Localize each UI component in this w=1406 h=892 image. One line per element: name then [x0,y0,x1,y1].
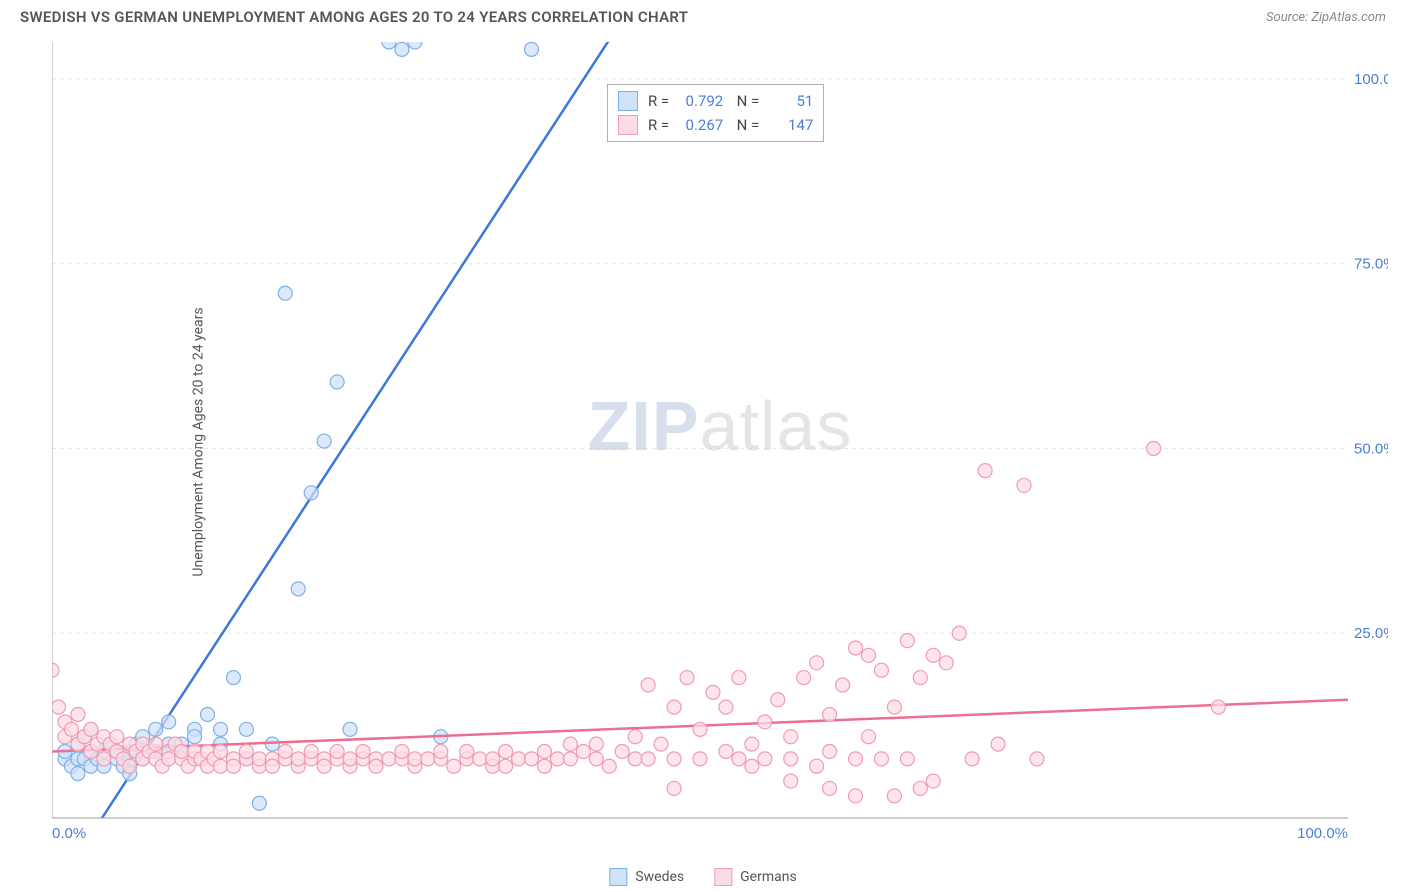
legend-label: Swedes [635,869,684,885]
stats-n-label: N = [729,116,759,134]
stats-row: R = 0.267 N = 147 [618,113,813,137]
stats-swatch [618,91,638,111]
legend-swatch [609,868,627,886]
stats-n-label: N = [729,92,759,110]
legend-swatch [714,868,732,886]
stats-r-label: R = [648,92,669,110]
stats-r-value: 0.792 [675,92,723,110]
y-tick-label: 25.0% [1354,625,1388,642]
stats-r-label: R = [648,116,669,134]
chart-header: SWEDISH VS GERMAN UNEMPLOYMENT AMONG AGE… [0,0,1406,30]
legend-item: Germans [714,868,797,886]
stats-n-value: 51 [765,92,813,110]
y-tick-label: 100.0% [1354,71,1388,88]
scatter-plot: 25.0% 50.0% 75.0% 100.0% 0.0% 100.0% [52,42,1388,842]
chart-area: Unemployment Among Ages 20 to 24 years 2… [52,42,1388,842]
stats-n-value: 147 [765,116,813,134]
chart-title: SWEDISH VS GERMAN UNEMPLOYMENT AMONG AGE… [20,8,688,26]
legend-label: Germans [740,869,797,885]
chart-source: Source: ZipAtlas.com [1266,10,1386,25]
x-tick-label: 100.0% [1297,825,1348,842]
stats-row: R = 0.792 N = 51 [618,89,813,113]
legend: Swedes Germans [609,868,796,886]
x-tick-label: 0.0% [52,825,86,842]
stats-r-value: 0.267 [675,116,723,134]
y-tick-label: 75.0% [1354,256,1388,273]
legend-item: Swedes [609,868,684,886]
stats-box: R = 0.792 N = 51 R = 0.267 N = 147 [607,84,824,142]
y-tick-label: 50.0% [1354,440,1388,457]
stats-swatch [618,115,638,135]
